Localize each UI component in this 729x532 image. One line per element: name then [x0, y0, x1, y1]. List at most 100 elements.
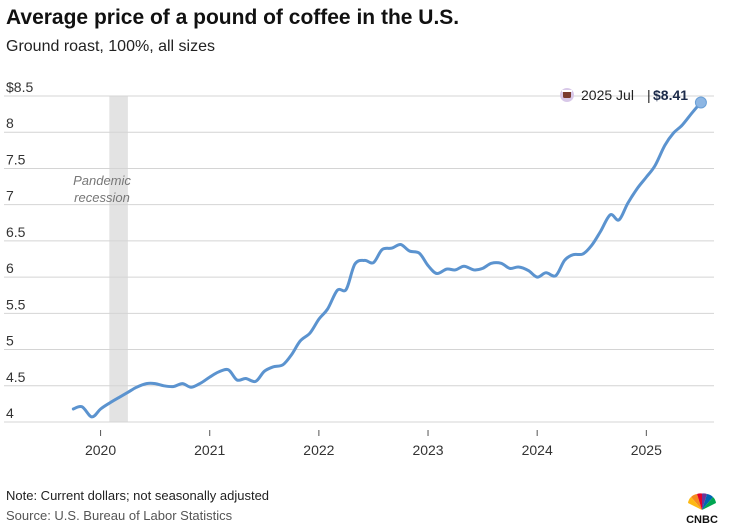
data-point [282, 364, 284, 366]
data-point [509, 268, 511, 270]
x-tick-label: 2024 [522, 442, 553, 458]
chart-subtitle: Ground roast, 100%, all sizes [6, 38, 215, 55]
series-line-0 [71, 101, 703, 419]
data-point [528, 270, 530, 272]
footer-note: Note: Current dollars; not seasonally ad… [6, 488, 270, 503]
data-point [637, 187, 639, 189]
data-point [364, 260, 366, 262]
y-tick-label: 6.5 [6, 224, 26, 240]
y-tick-label: $8.5 [6, 79, 33, 95]
data-point [91, 416, 93, 418]
data-point [536, 276, 538, 278]
data-point [236, 379, 238, 381]
x-tick-label: 2025 [631, 442, 662, 458]
data-point [409, 250, 411, 252]
annotation-separator: | [647, 87, 651, 103]
data-point [272, 366, 274, 368]
data-point [109, 402, 111, 404]
data-point [182, 383, 184, 385]
y-tick-label: 6 [6, 260, 14, 276]
data-point [664, 144, 666, 146]
y-tick-label: 7 [6, 188, 14, 204]
data-point [173, 386, 175, 388]
data-point [418, 252, 420, 254]
data-point [245, 378, 247, 380]
data-point [518, 266, 520, 268]
recession-band [109, 96, 128, 422]
data-point [227, 369, 229, 371]
data-point [100, 408, 102, 410]
annotation-date: 2025 Jul [581, 87, 634, 103]
data-point [646, 176, 648, 178]
data-point [400, 244, 402, 246]
cnbc-logo: CNBC [686, 493, 718, 526]
data-point [136, 386, 138, 388]
y-tick-label: 7.5 [6, 151, 26, 167]
data-point [255, 381, 257, 383]
data-point [455, 269, 457, 271]
data-point [218, 371, 220, 373]
data-point [427, 265, 429, 267]
data-point [72, 408, 74, 410]
data-point [200, 382, 202, 384]
shade-layer: Pandemic recession [73, 96, 131, 422]
data-point [627, 202, 629, 204]
y-tick-label: 5.5 [6, 296, 26, 312]
x-axis: 2020 2021 2022 2023 2024 2025 [85, 430, 662, 458]
data-point [300, 340, 302, 342]
grid-layer [4, 95, 714, 423]
data-point [146, 383, 148, 385]
annotation-value: $8.41 [653, 87, 688, 103]
footer-source: Source: U.S. Bureau of Labor Statistics [6, 508, 233, 523]
data-point [345, 289, 347, 291]
data-point [682, 124, 684, 126]
data-point [190, 386, 192, 388]
last-point-marker [694, 96, 707, 109]
data-point [545, 272, 547, 274]
y-tick-label: 4.5 [6, 369, 26, 385]
data-point [463, 265, 465, 267]
x-tick-label: 2020 [85, 442, 116, 458]
data-point [318, 318, 320, 320]
data-point [654, 165, 656, 167]
x-tick-label: 2023 [412, 442, 443, 458]
data-point [600, 231, 602, 233]
data-point [154, 383, 156, 385]
data-point [491, 263, 493, 265]
data-point [564, 260, 566, 262]
data-point [618, 219, 620, 221]
data-point [373, 262, 375, 264]
data-point [337, 289, 339, 291]
peacock-icon [688, 493, 716, 510]
data-point [81, 406, 83, 408]
data-point [482, 268, 484, 270]
y-tick-label: 5 [6, 333, 14, 349]
data-point [591, 244, 593, 246]
data-point [127, 391, 129, 393]
y-tick-label: 4 [6, 405, 14, 421]
data-point [118, 397, 120, 399]
y-axis: $8.5 8 7.5 7 6.5 6 5.5 5 4.5 4 [6, 79, 33, 421]
coffee-cup-icon [560, 88, 574, 102]
coffee-cup-body [563, 91, 571, 98]
annotation-layer: 2025 Jul | $8.41 [560, 87, 707, 109]
data-point [291, 354, 293, 356]
y-tick-label: 8 [6, 115, 14, 131]
data-point [327, 308, 329, 310]
coffee-cup-rim [562, 90, 572, 92]
data-point [446, 268, 448, 270]
data-point [391, 247, 393, 249]
data-point [163, 385, 165, 387]
data-point [572, 254, 574, 256]
data-point [500, 263, 502, 265]
data-point [209, 376, 211, 378]
data-point [309, 332, 311, 334]
data-point [473, 269, 475, 271]
x-tick-label: 2022 [303, 442, 334, 458]
data-point [381, 249, 383, 251]
x-tick-label: 2021 [194, 442, 225, 458]
chart-title: Average price of a pound of coffee in th… [6, 6, 460, 29]
data-point [673, 132, 675, 134]
data-point [354, 263, 356, 265]
